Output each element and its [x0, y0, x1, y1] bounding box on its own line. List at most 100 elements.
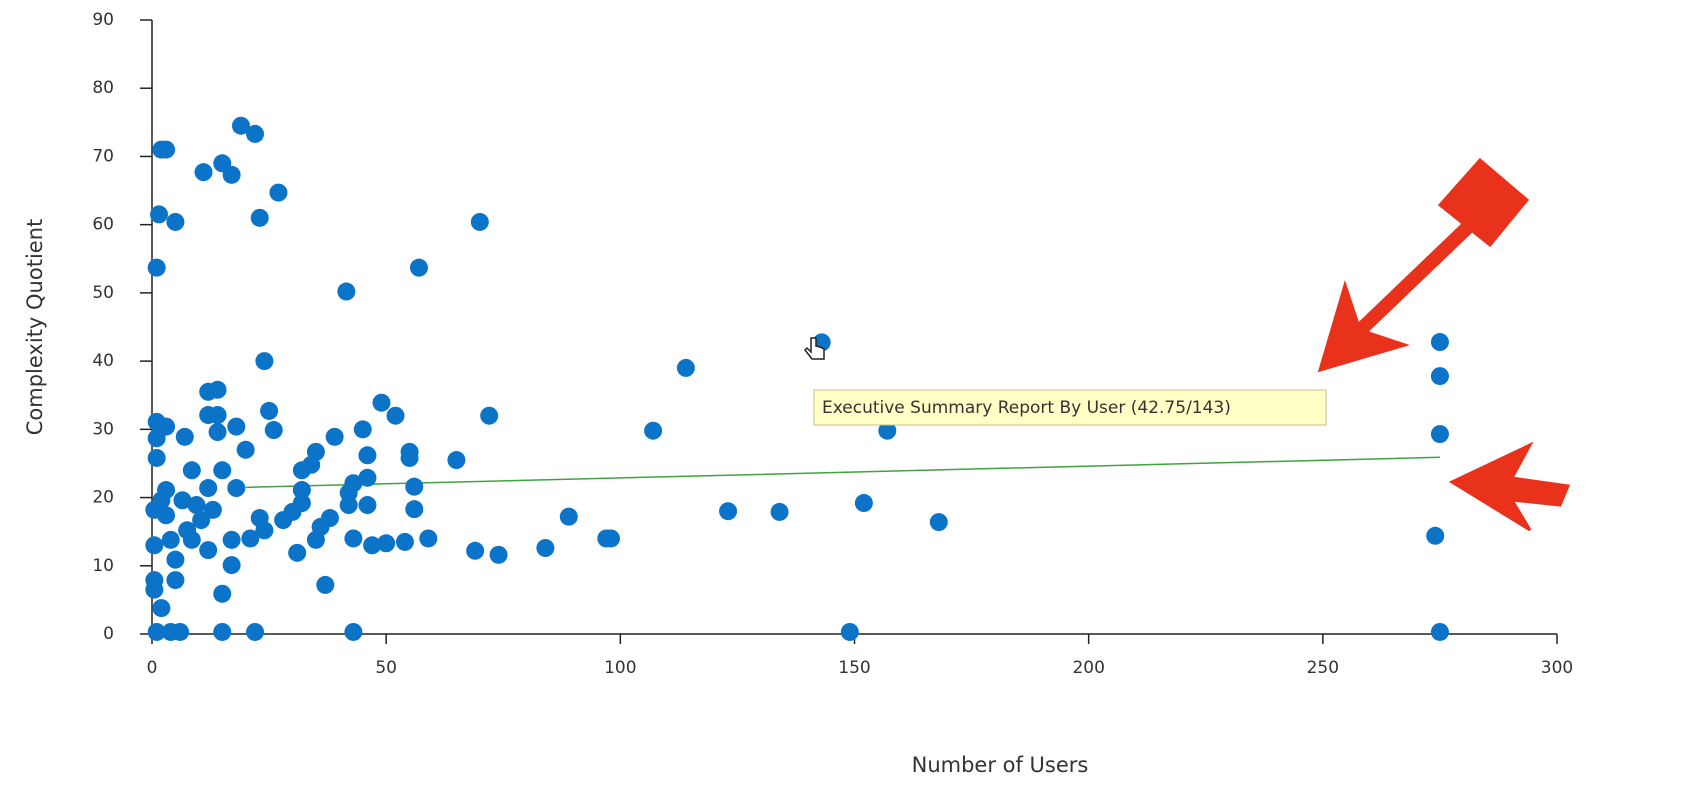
y-axis-label: Complexity Quotient — [23, 219, 47, 436]
cursor — [804, 337, 825, 360]
tooltip: Executive Summary Report By User (42.75/… — [813, 389, 1327, 426]
x-tick-label: 0 — [147, 658, 158, 678]
point — [1430, 367, 1449, 386]
trend-line — [245, 456, 1440, 489]
point — [719, 502, 738, 521]
point — [222, 530, 241, 549]
tooltip-text: Executive Summary Report By User (42.75/… — [822, 398, 1231, 418]
point — [840, 622, 859, 641]
point — [166, 550, 185, 569]
point — [227, 417, 246, 436]
annotation-arrows — [1317, 157, 1571, 532]
point — [145, 571, 164, 590]
point — [372, 393, 391, 412]
x-tick-label: 300 — [1541, 658, 1573, 678]
point — [150, 205, 169, 224]
point — [770, 502, 789, 521]
point — [166, 212, 185, 231]
point — [199, 382, 218, 401]
point — [353, 420, 372, 439]
point — [255, 352, 274, 371]
point — [344, 622, 363, 641]
point — [409, 258, 428, 277]
point — [260, 401, 279, 420]
x-tick-label: 150 — [838, 658, 870, 678]
point — [447, 451, 466, 470]
point — [405, 500, 424, 519]
point — [316, 575, 335, 594]
point — [152, 599, 171, 618]
point — [929, 513, 948, 532]
point — [878, 421, 897, 440]
point — [182, 461, 201, 480]
point — [292, 461, 311, 480]
point — [246, 124, 265, 143]
point — [161, 530, 180, 549]
point — [292, 481, 311, 500]
point — [1426, 526, 1445, 545]
x-tick-label: 100 — [604, 658, 636, 678]
x-tick-label: 200 — [1072, 658, 1104, 678]
point — [192, 511, 211, 530]
point — [161, 622, 180, 641]
point — [199, 479, 218, 498]
y-tick-label: 30 — [92, 419, 114, 439]
point — [194, 163, 213, 182]
point — [213, 622, 232, 641]
point — [145, 536, 164, 555]
point — [250, 208, 269, 227]
y-tick-label: 0 — [103, 624, 114, 644]
point — [241, 529, 260, 548]
point — [147, 622, 166, 641]
point — [203, 500, 222, 519]
point — [213, 461, 232, 480]
point — [480, 406, 499, 425]
point — [264, 421, 283, 440]
y-tick-label: 70 — [92, 146, 114, 166]
point — [199, 541, 218, 560]
y-tick-label: 20 — [92, 488, 114, 508]
point — [644, 421, 663, 440]
point — [222, 165, 241, 184]
point — [269, 183, 288, 202]
point — [147, 258, 166, 277]
point — [466, 541, 485, 560]
point — [536, 539, 555, 558]
point — [1430, 425, 1449, 444]
point — [676, 358, 695, 377]
point — [213, 584, 232, 603]
point — [377, 534, 396, 553]
point — [147, 429, 166, 448]
y-tick-label: 10 — [92, 556, 114, 576]
point — [231, 116, 250, 135]
point — [1430, 622, 1449, 641]
point — [178, 521, 197, 540]
point — [306, 530, 325, 549]
point — [344, 529, 363, 548]
point — [236, 440, 255, 459]
point — [208, 423, 227, 442]
point — [395, 532, 414, 551]
y-tick-label: 50 — [92, 283, 114, 303]
point — [199, 406, 218, 425]
x-tick-label: 250 — [1307, 658, 1339, 678]
point — [173, 491, 192, 510]
point — [358, 468, 377, 487]
point — [147, 448, 166, 467]
point — [339, 483, 358, 502]
x-tick-label: 50 — [375, 658, 397, 678]
y-tick-label: 60 — [92, 215, 114, 235]
point — [559, 507, 578, 526]
point — [386, 406, 405, 425]
point — [187, 496, 206, 515]
y-tick-label: 80 — [92, 78, 114, 98]
y-tick-label: 90 — [92, 10, 114, 30]
point — [601, 529, 620, 548]
point — [363, 536, 382, 555]
point — [325, 427, 344, 446]
point — [274, 511, 293, 530]
point — [1430, 333, 1449, 352]
point — [337, 282, 356, 301]
tooltip-box — [813, 389, 1327, 426]
